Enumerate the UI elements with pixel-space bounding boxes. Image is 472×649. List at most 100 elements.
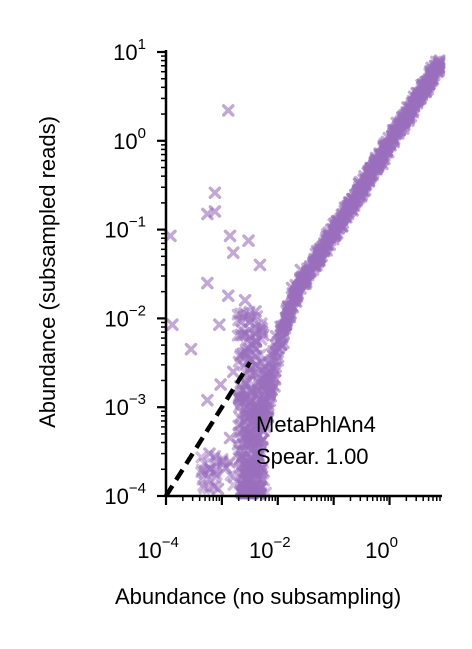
data-point bbox=[220, 461, 233, 474]
data-point bbox=[249, 305, 262, 318]
data-point bbox=[223, 229, 237, 243]
data-point bbox=[251, 376, 264, 388]
data-point bbox=[199, 464, 211, 477]
data-point bbox=[211, 482, 225, 496]
data-point bbox=[234, 453, 247, 466]
data-point bbox=[235, 451, 248, 464]
data-point bbox=[346, 195, 359, 208]
data-point bbox=[402, 101, 415, 114]
data-point bbox=[243, 462, 257, 476]
data-point bbox=[219, 461, 232, 474]
y-tick-label: 10−1 bbox=[104, 214, 146, 243]
data-point bbox=[252, 449, 265, 461]
data-point bbox=[238, 454, 251, 466]
data-point bbox=[164, 229, 177, 243]
data-point bbox=[216, 456, 229, 468]
data-point bbox=[358, 179, 370, 192]
data-point bbox=[277, 337, 290, 350]
x-tick-label: 100 bbox=[365, 534, 398, 563]
y-tick-label: 10−2 bbox=[104, 302, 146, 331]
data-point bbox=[254, 348, 267, 361]
data-point bbox=[214, 378, 227, 391]
data-point bbox=[256, 461, 269, 474]
data-point bbox=[244, 397, 256, 410]
data-point bbox=[335, 219, 349, 233]
data-point bbox=[256, 328, 270, 342]
data-point bbox=[224, 457, 236, 469]
data-point bbox=[226, 365, 240, 379]
data-point bbox=[233, 462, 246, 474]
reference-line bbox=[164, 361, 253, 498]
data-point bbox=[216, 454, 229, 467]
data-point bbox=[234, 411, 246, 424]
y-tick-label: 101 bbox=[113, 36, 146, 65]
data-point bbox=[256, 396, 268, 409]
data-point bbox=[255, 462, 268, 474]
data-point bbox=[288, 291, 301, 304]
data-point bbox=[203, 447, 216, 460]
x-axis-title: Abundance (no subsampling) bbox=[115, 584, 401, 609]
data-point bbox=[223, 455, 236, 468]
data-point bbox=[196, 473, 209, 486]
data-point bbox=[238, 293, 252, 307]
data-point bbox=[255, 462, 268, 475]
data-point bbox=[277, 323, 290, 336]
annotation-line-2: Spear. 1.00 bbox=[256, 444, 369, 469]
data-point bbox=[248, 442, 261, 455]
data-point bbox=[234, 328, 248, 342]
data-point bbox=[195, 451, 208, 464]
data-point bbox=[242, 234, 255, 247]
data-point bbox=[388, 133, 401, 146]
y-tick-label: 100 bbox=[113, 125, 146, 154]
data-point bbox=[255, 463, 268, 475]
data-point bbox=[258, 474, 271, 487]
data-point bbox=[202, 482, 215, 495]
data-point bbox=[201, 471, 214, 484]
data-point bbox=[210, 464, 223, 477]
data-point bbox=[294, 263, 308, 277]
y-tick-label: 10−3 bbox=[104, 391, 146, 420]
data-point bbox=[285, 281, 299, 295]
data-point bbox=[203, 462, 216, 475]
data-point bbox=[253, 463, 266, 476]
data-point bbox=[221, 104, 235, 117]
data-point bbox=[314, 243, 327, 256]
data-point bbox=[254, 474, 266, 487]
data-point bbox=[249, 454, 262, 467]
data-point bbox=[209, 471, 222, 484]
data-point bbox=[202, 462, 215, 475]
data-point bbox=[210, 459, 223, 472]
data-point bbox=[422, 81, 435, 93]
data-point bbox=[312, 254, 326, 267]
data-point bbox=[236, 384, 249, 397]
data-point bbox=[254, 453, 266, 465]
data-point bbox=[253, 482, 267, 496]
data-point bbox=[282, 307, 295, 320]
data-point bbox=[201, 393, 214, 407]
data-point bbox=[253, 450, 266, 463]
data-point bbox=[236, 438, 249, 451]
data-point bbox=[370, 155, 383, 168]
data-point bbox=[204, 462, 217, 475]
y-tick-label: 10−4 bbox=[104, 480, 146, 509]
data-point bbox=[201, 276, 214, 290]
data-point bbox=[267, 362, 280, 375]
data-point bbox=[208, 205, 222, 218]
data-point bbox=[249, 358, 262, 372]
data-point bbox=[232, 426, 245, 439]
data-point bbox=[208, 186, 222, 200]
annotation-line-1: MetaPhlAn4 bbox=[256, 412, 376, 437]
data-point bbox=[227, 479, 240, 491]
data-point bbox=[224, 469, 237, 482]
data-point bbox=[433, 61, 446, 74]
y-axis-title: Abundance (subsampled reads) bbox=[35, 116, 60, 428]
data-point bbox=[336, 207, 349, 220]
data-point bbox=[226, 246, 240, 259]
x-tick-label: 10−4 bbox=[137, 534, 179, 563]
data-point bbox=[221, 289, 235, 303]
data-point bbox=[249, 448, 261, 461]
data-point bbox=[378, 140, 390, 153]
data-point bbox=[198, 482, 211, 495]
data-point bbox=[252, 409, 265, 423]
